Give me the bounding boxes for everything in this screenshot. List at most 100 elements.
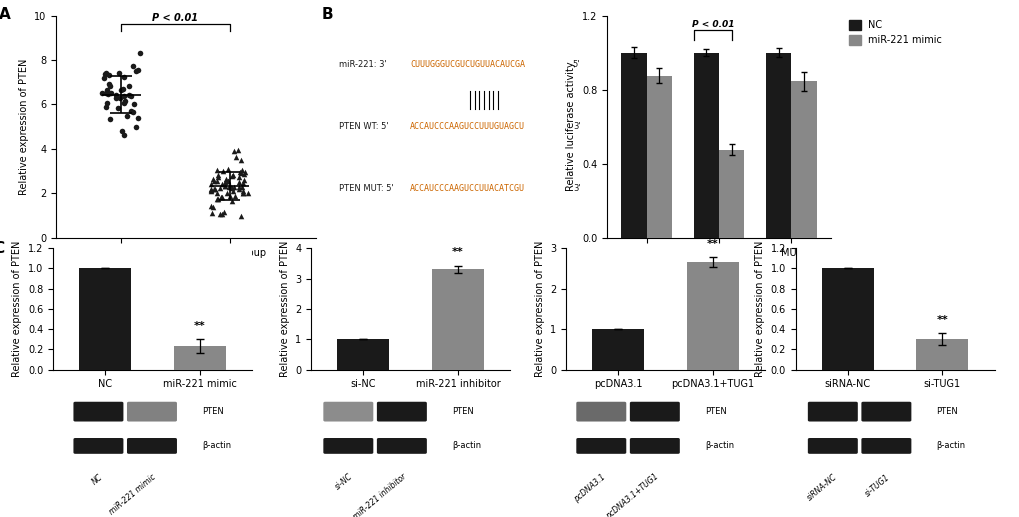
Text: ACCAUCCCAAGUCCUUACATCGU: ACCAUCCCAAGUCCUUACATCGU	[410, 185, 525, 193]
Point	[212, 184, 228, 192]
Legend: NC, miR-221 mimic: NC, miR-221 mimic	[845, 16, 946, 49]
Text: C: C	[0, 241, 4, 256]
Bar	[693, 53, 718, 238]
Point	[99, 85, 115, 94]
Point	[125, 100, 142, 108]
Point	[225, 171, 242, 179]
Point	[213, 193, 229, 201]
Point	[100, 90, 116, 98]
Point	[227, 153, 244, 161]
Point	[99, 99, 115, 107]
Point	[95, 74, 111, 83]
Point	[103, 89, 119, 98]
FancyBboxPatch shape	[576, 402, 626, 421]
Point	[234, 165, 251, 174]
Point	[115, 92, 131, 100]
Text: miR-221 mimic: miR-221 mimic	[108, 473, 158, 516]
Text: β-actin: β-actin	[202, 442, 231, 450]
Text: PTEN WT: 5': PTEN WT: 5'	[338, 122, 388, 131]
Bar	[718, 150, 744, 238]
Point	[114, 85, 130, 94]
Y-axis label: Relative expression of PTEN: Relative expression of PTEN	[279, 241, 289, 377]
Point	[219, 165, 235, 173]
Text: NC: NC	[90, 473, 104, 486]
Point	[212, 210, 228, 219]
FancyBboxPatch shape	[377, 438, 427, 454]
Point	[234, 178, 251, 187]
Text: **: **	[935, 315, 948, 325]
Point	[230, 173, 247, 181]
Y-axis label: Relative expression of PTEN: Relative expression of PTEN	[754, 241, 764, 377]
Point	[203, 180, 219, 188]
Point	[209, 195, 225, 203]
FancyBboxPatch shape	[807, 402, 857, 421]
Text: P < 0.01: P < 0.01	[691, 20, 734, 29]
Text: pcDNA3.1: pcDNA3.1	[572, 473, 606, 504]
Point	[224, 187, 240, 195]
Point	[113, 86, 129, 94]
Point	[131, 49, 148, 57]
Text: pcDNA3.1+TUG1: pcDNA3.1+TUG1	[604, 473, 660, 517]
Text: **: **	[194, 321, 206, 331]
Bar	[592, 329, 644, 370]
Text: 5': 5'	[573, 60, 580, 69]
Bar	[621, 53, 646, 238]
FancyBboxPatch shape	[807, 438, 857, 454]
Point	[98, 88, 114, 97]
Point	[116, 99, 132, 107]
Bar	[686, 262, 738, 370]
Point	[215, 167, 231, 175]
Point	[225, 183, 242, 191]
Point	[213, 193, 229, 201]
Point	[219, 177, 235, 185]
Text: siRNA-NC: siRNA-NC	[804, 473, 838, 503]
Bar	[915, 339, 967, 370]
Point	[234, 187, 251, 195]
Text: PTEN: PTEN	[704, 407, 726, 416]
Point	[97, 70, 113, 78]
Bar	[821, 268, 873, 370]
Text: β-actin: β-actin	[451, 442, 481, 450]
Point	[108, 91, 124, 99]
Point	[208, 177, 224, 186]
Text: **: **	[706, 239, 718, 249]
Point	[129, 114, 146, 123]
Text: miR-221: 3': miR-221: 3'	[338, 60, 386, 69]
Point	[112, 94, 128, 102]
Point	[209, 166, 225, 175]
Point	[220, 183, 236, 191]
Point	[118, 112, 135, 120]
Text: A: A	[0, 7, 10, 22]
Point	[219, 189, 235, 197]
Text: P < 0.01: P < 0.01	[152, 13, 198, 23]
Bar	[337, 339, 389, 370]
Point	[124, 62, 141, 70]
Point	[221, 183, 237, 191]
Point	[225, 147, 242, 155]
Point	[232, 168, 249, 176]
Bar	[791, 81, 816, 238]
Point	[234, 189, 251, 197]
FancyBboxPatch shape	[323, 402, 373, 421]
Point	[202, 202, 218, 210]
Y-axis label: Relative luciferase activity: Relative luciferase activity	[566, 62, 576, 191]
Point	[117, 97, 133, 105]
Point	[210, 171, 226, 179]
Point	[205, 175, 221, 183]
Point	[229, 146, 246, 154]
FancyBboxPatch shape	[127, 438, 177, 454]
Bar	[646, 75, 672, 238]
Point	[128, 123, 145, 131]
Point	[232, 169, 249, 177]
Text: ACCAUCCCAAGUCCUUUGUAGCU: ACCAUCCCAAGUCCUUUGUAGCU	[410, 122, 525, 131]
Point	[102, 82, 118, 90]
Y-axis label: Relative expression of PTEN: Relative expression of PTEN	[18, 58, 29, 195]
Point	[223, 184, 239, 192]
Point	[206, 185, 222, 193]
FancyBboxPatch shape	[127, 402, 177, 421]
Point	[120, 91, 137, 99]
Text: **: **	[451, 247, 464, 257]
Point	[122, 107, 139, 115]
Point	[122, 92, 139, 100]
Point	[102, 115, 118, 124]
